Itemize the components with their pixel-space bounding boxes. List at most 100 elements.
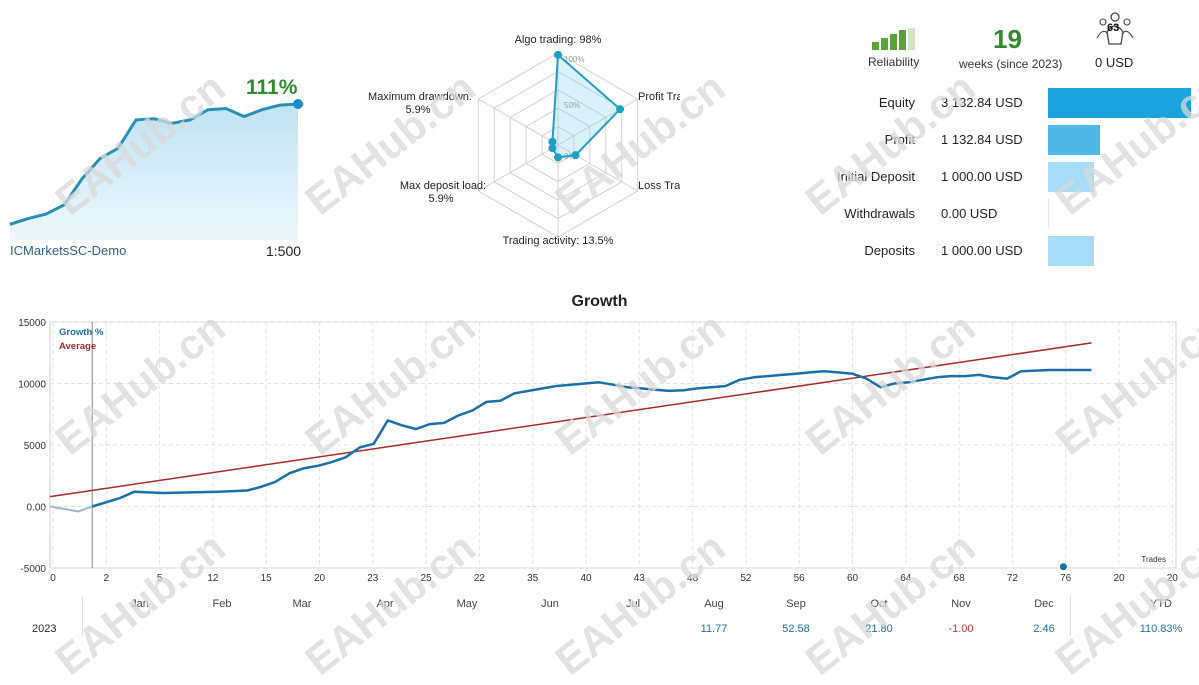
radar-axis-label: Loss Trades: 22.1% bbox=[638, 180, 680, 192]
radar-spoke bbox=[478, 144, 559, 192]
x-tick-label: 2 bbox=[104, 573, 110, 584]
x-tick-label: 60 bbox=[847, 573, 859, 584]
radar-point bbox=[548, 144, 557, 153]
stat-bar bbox=[1048, 162, 1094, 192]
y-tick-label: 10000 bbox=[18, 380, 46, 391]
radar-axis-label: Maximum drawdown: bbox=[368, 91, 472, 103]
stat-label: Withdrawals bbox=[844, 206, 915, 221]
monthly-return-value: 11.77 bbox=[700, 623, 728, 635]
growth-percent: 111% bbox=[246, 76, 298, 99]
month-header: Nov bbox=[951, 598, 971, 610]
radar-axis-label: Algo trading: 98% bbox=[515, 34, 602, 46]
month-header: May bbox=[456, 598, 478, 610]
x-tick-label: 20 bbox=[314, 573, 326, 584]
stat-value: 1 000.00 USD bbox=[941, 169, 1023, 184]
stat-label: Deposits bbox=[864, 243, 915, 258]
radar-ring-label: 100% bbox=[564, 55, 584, 64]
growth-line bbox=[91, 368, 1092, 508]
y-tick-label: 15000 bbox=[18, 318, 46, 329]
x-tick-label: 23 bbox=[367, 573, 379, 584]
y-tick-label: 5000 bbox=[24, 441, 47, 452]
stat-bar bbox=[1048, 236, 1094, 266]
year-label: 2023 bbox=[32, 623, 57, 635]
stat-bar bbox=[1048, 88, 1191, 118]
month-header: Aug bbox=[704, 598, 724, 610]
monthly-return-value: 52.58 bbox=[782, 623, 810, 635]
month-header: Dec bbox=[1034, 598, 1054, 610]
table-divider bbox=[1070, 596, 1071, 636]
x-tick-label: 0 bbox=[50, 573, 56, 584]
month-header: Sep bbox=[786, 598, 806, 610]
x-tick-label: 52 bbox=[740, 573, 752, 584]
x-tick-label: 43 bbox=[634, 573, 646, 584]
x-tick-label: 72 bbox=[1007, 573, 1019, 584]
x-axis-label: Trades bbox=[1141, 555, 1166, 564]
mini-growth-chart bbox=[9, 99, 303, 240]
stat-bar bbox=[1048, 125, 1100, 155]
radar-chart: 100%50%0%Algo trading: 98%Profit Trades:… bbox=[368, 34, 680, 247]
trade-marker-dot bbox=[1059, 563, 1067, 571]
month-header: Oct bbox=[870, 598, 888, 610]
stat-value: 0.00 USD bbox=[941, 206, 998, 221]
month-header: Apr bbox=[376, 598, 394, 610]
radar-axis-value: 5.9% bbox=[405, 104, 430, 116]
mini-growth-line bbox=[9, 102, 299, 226]
stat-label: Profit bbox=[884, 132, 915, 147]
month-header: YTD bbox=[1150, 598, 1172, 610]
subscribers-value: 0 USD bbox=[1095, 55, 1134, 70]
legend-average: Average bbox=[59, 341, 96, 352]
x-tick-label: 35 bbox=[527, 573, 539, 584]
monthly-return-value: 21.80 bbox=[865, 623, 893, 635]
mini-growth-area bbox=[10, 104, 298, 240]
x-tick-label: 12 bbox=[207, 573, 219, 584]
radar-point bbox=[571, 151, 580, 160]
radar-ring-label: 50% bbox=[564, 101, 580, 110]
month-header: Jan bbox=[131, 598, 149, 610]
monthly-return-value: 2.46 bbox=[1033, 623, 1055, 635]
month-header: Jun bbox=[541, 598, 559, 610]
early-series-line bbox=[49, 505, 93, 513]
reliability-icon bbox=[872, 28, 922, 52]
radar-value-area bbox=[551, 52, 622, 159]
month-header: Mar bbox=[292, 598, 312, 610]
monthly-return-value: 110.83% bbox=[1139, 623, 1183, 635]
monthly-return-value: -1.00 bbox=[948, 623, 974, 635]
radar-spoke bbox=[557, 144, 638, 192]
legend-growth: Growth % bbox=[59, 327, 104, 338]
y-tick-label: -5000 bbox=[20, 564, 46, 575]
x-tick-label: 25 bbox=[421, 573, 433, 584]
stat-label: Initial Deposit bbox=[836, 169, 915, 184]
stat-value: 3 132.84 USD bbox=[941, 95, 1023, 110]
x-tick-label: 15 bbox=[261, 573, 273, 584]
subscribers-count: 63 bbox=[1107, 22, 1120, 34]
radar-point bbox=[548, 137, 557, 146]
x-tick-label: 48 bbox=[687, 573, 699, 584]
x-tick-label: 22 bbox=[474, 573, 486, 584]
leverage: 1:500 bbox=[266, 243, 302, 259]
weeks-label: weeks (since 2023) bbox=[959, 57, 1063, 71]
radar-spoke bbox=[557, 98, 638, 146]
radar-axis-value: 5.9% bbox=[428, 193, 453, 205]
subscribers-icon bbox=[1096, 10, 1134, 46]
reliability-label: Reliability bbox=[868, 55, 920, 69]
x-tick-label: 20 bbox=[1113, 573, 1125, 584]
radar-point bbox=[554, 50, 562, 59]
broker-name[interactable]: ICMarketsSC-Demo bbox=[10, 243, 127, 258]
weeks-count: 19 bbox=[993, 24, 1022, 54]
stat-value: 1 000.00 USD bbox=[941, 243, 1023, 258]
x-tick-label: 40 bbox=[580, 573, 592, 584]
radar-axis-label: Trading activity: 13.5% bbox=[503, 235, 614, 247]
stat-value: 1 132.84 USD bbox=[941, 132, 1023, 147]
stat-label: Equity bbox=[878, 95, 915, 110]
x-tick-label: 68 bbox=[954, 573, 966, 584]
radar-axis-label: Profit Trades: 77.9% bbox=[638, 91, 680, 103]
mini-growth-endpoint bbox=[293, 99, 303, 109]
average-line bbox=[49, 342, 1092, 498]
month-header: Feb bbox=[212, 598, 232, 610]
stat-bar bbox=[1048, 199, 1049, 229]
x-tick-label: 20 bbox=[1167, 573, 1179, 584]
table-divider bbox=[82, 596, 83, 636]
x-tick-label: 64 bbox=[900, 573, 912, 584]
x-tick-label: 5 bbox=[157, 573, 163, 584]
